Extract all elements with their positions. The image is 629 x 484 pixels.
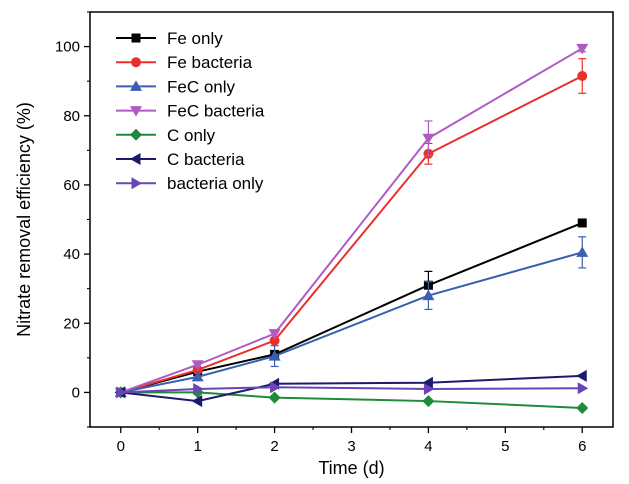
- data-point: [269, 335, 280, 346]
- y-tick-label: 80: [63, 108, 80, 125]
- x-tick-label: 3: [347, 438, 355, 455]
- plot-frame: [89, 11, 614, 428]
- legend-marker: [131, 57, 141, 68]
- x-tick-label: 1: [194, 438, 202, 455]
- legend-item-c-bacteria: C bacteria: [116, 150, 245, 169]
- x-tick-label: 0: [117, 438, 125, 455]
- x-tick-label: 5: [501, 438, 509, 455]
- y-tick-label: 20: [63, 315, 80, 332]
- legend-marker: [130, 128, 142, 141]
- data-point: [268, 391, 281, 404]
- x-tick-label: 4: [424, 438, 432, 455]
- series-line: [120, 75, 583, 394]
- legend-item-bacteria-only: bacteria only: [116, 174, 264, 193]
- legend-label: Fe bacteria: [167, 53, 253, 72]
- legend-marker: [130, 106, 142, 117]
- series-fec-only: [114, 236, 589, 397]
- data-point: [193, 382, 204, 395]
- legend-item-fe-bacteria: Fe bacteria: [116, 53, 253, 72]
- x-axis-label: Time (d): [318, 458, 384, 478]
- y-tick-label: 100: [55, 39, 80, 56]
- y-tick-label: 60: [63, 177, 80, 194]
- x-tick-label: 6: [578, 438, 586, 455]
- data-point: [422, 376, 433, 389]
- legend-label: C only: [167, 126, 216, 145]
- legend-marker: [131, 33, 141, 43]
- series-fe-only: [116, 218, 587, 397]
- legend-label: C bacteria: [167, 150, 245, 169]
- legend-label: FeC only: [167, 77, 236, 96]
- data-point: [270, 381, 281, 394]
- legend-label: FeC bacteria: [167, 102, 265, 121]
- data-point: [577, 218, 587, 228]
- data-point: [268, 350, 281, 361]
- legend-marker: [130, 80, 142, 91]
- legend-label: Fe only: [167, 29, 223, 48]
- y-axis-label: Nitrate removal efficiency (%): [14, 102, 34, 337]
- data-point: [191, 395, 203, 408]
- data-point: [191, 370, 204, 382]
- data-point: [576, 246, 589, 257]
- data-point: [577, 382, 589, 395]
- y-tick-label: 0: [72, 384, 80, 401]
- legend-marker: [131, 177, 142, 190]
- legend-item-fe-only: Fe only: [116, 29, 223, 48]
- data-point: [577, 70, 588, 81]
- y-tick-label: 40: [63, 246, 80, 263]
- series-group: [114, 43, 589, 414]
- data-point: [576, 369, 587, 382]
- x-tick-label: 2: [270, 438, 278, 455]
- legend-item-fec-only: FeC only: [116, 77, 236, 96]
- legend-marker: [130, 153, 141, 165]
- series-c-bacteria: [114, 369, 587, 408]
- data-point: [422, 395, 435, 408]
- legend-item-c-only: C only: [116, 126, 216, 145]
- data-point: [576, 401, 589, 414]
- series-bacteria-only: [116, 381, 589, 399]
- data-point: [423, 382, 435, 395]
- data-point: [422, 289, 435, 301]
- series-fec-bacteria: [114, 43, 589, 399]
- data-point: [116, 386, 127, 399]
- series-line: [120, 47, 583, 394]
- legend: Fe only Fe bacteria FeC only FeC bacteria C …: [116, 29, 265, 193]
- legend-label: bacteria only: [167, 174, 264, 193]
- legend-item-fec-bacteria: FeC bacteria: [116, 102, 265, 121]
- data-point: [422, 133, 435, 145]
- data-point: [576, 43, 589, 55]
- data-point: [191, 360, 204, 371]
- data-point: [268, 329, 281, 340]
